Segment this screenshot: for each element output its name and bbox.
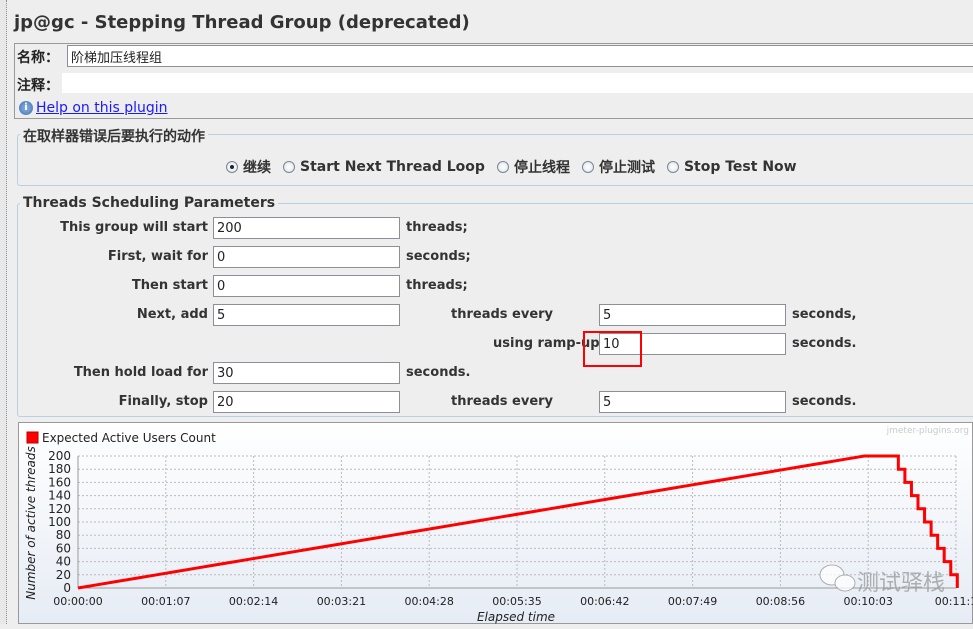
radio-button[interactable] (283, 161, 295, 173)
radio-stop-test-now[interactable]: Stop Test Now (666, 157, 797, 177)
error-action-legend: 在取样器错误后要执行的动作 (20, 126, 208, 146)
name-panel (14, 43, 973, 119)
y-tick-label: 40 (56, 555, 71, 569)
then-start-label: Then start (131, 278, 208, 293)
x-tick-label: 00:06:42 (580, 595, 629, 608)
y-tick-label: 120 (48, 502, 71, 516)
next-add-label: Next, add (136, 307, 208, 322)
info-icon: i (19, 101, 33, 115)
y-tick-label: 80 (56, 528, 71, 542)
error-action-radio-group: 继续 Start Next Thread Loop 停止线程 停止测试 Stop… (226, 157, 809, 177)
highlight-box (583, 331, 642, 367)
comment-input[interactable] (62, 73, 973, 93)
radio-button[interactable] (666, 161, 679, 173)
rampup-label: using ramp-up (493, 336, 600, 351)
start-unit: threads; (406, 220, 468, 235)
x-tick-label: 00:03:21 (317, 595, 366, 608)
name-input[interactable] (67, 45, 973, 67)
watermark-text: 测试驿栈 (857, 571, 945, 596)
stop-every-input[interactable] (599, 391, 786, 413)
y-tick-label: 200 (48, 449, 71, 463)
radio-label: 停止测试 (598, 160, 655, 176)
credit-text: jmeter-plugins.org (886, 426, 969, 436)
stop-every-label: threads every (451, 394, 554, 409)
x-tick-label: 00:05:35 (492, 595, 541, 608)
chart-svg: Expected Active Users Count jmeter-plugi… (24, 426, 973, 624)
radio-stop-test[interactable]: 停止测试 (581, 157, 655, 177)
start-label: This group will start (60, 220, 208, 235)
then-start-unit: threads; (406, 278, 468, 293)
next-every-unit: seconds, (792, 307, 857, 322)
wait-label: First, wait for (107, 249, 208, 264)
page-title: jp@gc - Stepping Thread Group (deprecate… (14, 12, 470, 33)
threads-params-fieldset (17, 203, 973, 417)
watermark: 测试驿栈 (819, 564, 945, 596)
hold-input[interactable] (213, 362, 400, 384)
x-tick-label: 00:10:03 (843, 595, 892, 608)
name-label: 名称： (17, 50, 59, 66)
radio-button-selected[interactable] (226, 161, 238, 173)
chart-panel: Expected Active Users Count jmeter-plugi… (18, 422, 973, 624)
wait-input[interactable] (213, 246, 400, 268)
x-tick-label: 00:01:07 (141, 595, 190, 608)
y-tick-label: 20 (56, 568, 71, 582)
wait-unit: seconds; (406, 249, 471, 264)
y-tick-label: 160 (48, 475, 71, 489)
start-threads-input[interactable] (213, 217, 400, 239)
threads-params-legend: Threads Scheduling Parameters (20, 195, 279, 211)
rampup-input[interactable] (599, 333, 786, 355)
y-axis-label: Number of active threads (24, 446, 38, 600)
y-tick-label: 180 (48, 462, 71, 476)
help-link[interactable]: Help on this plugin (36, 100, 168, 116)
hold-label: Then hold load for (73, 365, 208, 380)
series-line-expected-active-users (77, 454, 959, 590)
x-tick-label: 00:00:00 (53, 595, 102, 608)
x-tick-label: 00:08:56 (756, 595, 805, 608)
comment-label: 注释： (17, 78, 59, 94)
x-tick-label: 00:11:1 (935, 595, 973, 608)
x-tick-label: 00:07:49 (668, 595, 717, 608)
radio-label: Start Next Thread Loop (300, 159, 485, 175)
legend-swatch (26, 431, 39, 444)
legend-label: Expected Active Users Count (42, 431, 216, 445)
radio-button[interactable] (581, 161, 594, 173)
rampup-unit: seconds. (792, 336, 857, 351)
error-action-fieldset (17, 134, 973, 186)
y-tick-label: 100 (48, 515, 71, 529)
radio-start-next-loop[interactable]: Start Next Thread Loop (283, 157, 485, 177)
x-tick-label: 00:02:14 (229, 595, 278, 608)
left-border (0, 0, 7, 624)
next-every-input[interactable] (599, 304, 786, 326)
radio-label: 停止线程 (513, 160, 570, 176)
stop-every-unit: seconds. (792, 394, 857, 409)
x-axis-label: Elapsed time (477, 610, 555, 624)
hold-unit: seconds. (406, 365, 471, 380)
y-tick-label: 60 (56, 541, 71, 555)
stop-label: Finally, stop (118, 394, 208, 409)
next-add-input[interactable] (213, 304, 400, 326)
radio-label: Stop Test Now (683, 159, 797, 175)
y-tick-label: 140 (48, 489, 71, 503)
radio-stop-thread[interactable]: 停止线程 (496, 157, 570, 177)
x-tick-label: 00:04:28 (404, 595, 453, 608)
stop-input[interactable] (213, 391, 400, 413)
radio-label: 继续 (243, 160, 271, 176)
radio-button[interactable] (496, 161, 509, 173)
radio-continue[interactable]: 继续 (226, 157, 271, 177)
then-start-input[interactable] (213, 275, 400, 297)
next-every-label: threads every (451, 307, 554, 322)
y-tick-label: 0 (63, 581, 71, 595)
